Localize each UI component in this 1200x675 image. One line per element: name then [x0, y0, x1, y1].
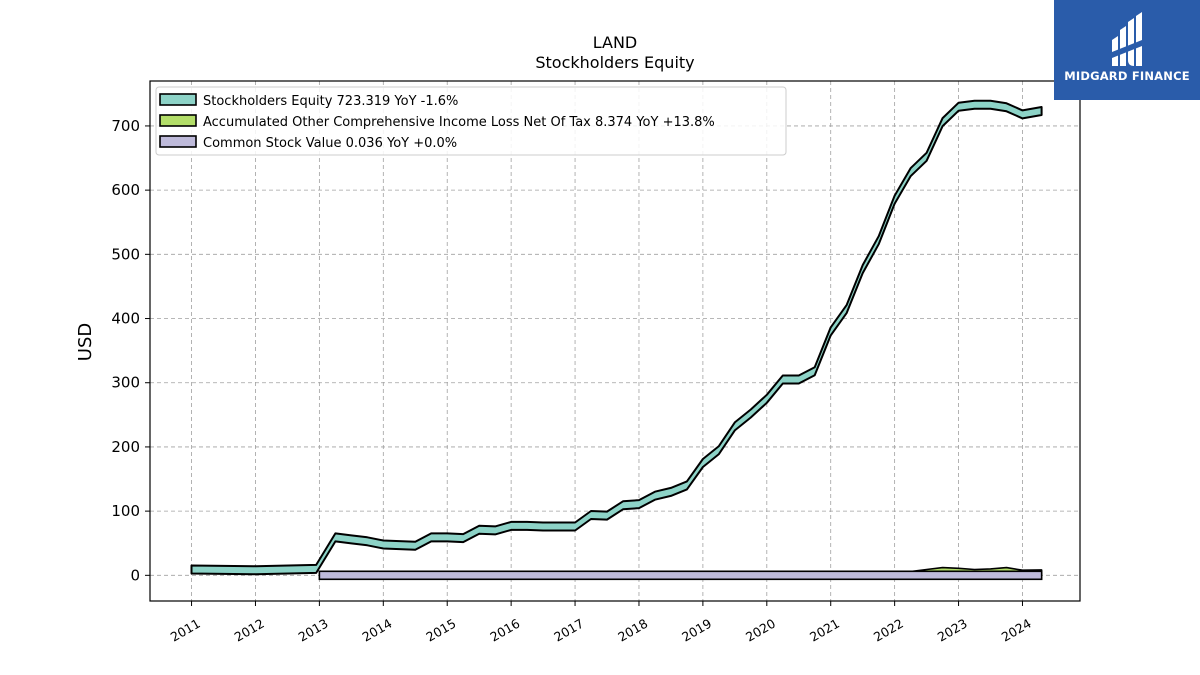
midgard-logo-icon [1054, 0, 1200, 100]
y-tick-label: 400 [111, 310, 140, 328]
x-tick-label: 2014 [360, 616, 395, 645]
y-tick-label: 0 [130, 566, 140, 584]
y-axis: 0 100 200 300 400 500 600 700 [111, 117, 150, 584]
y-tick-label: 600 [111, 181, 140, 199]
x-tick-label: 2019 [679, 616, 714, 645]
chart-title: LAND [593, 33, 638, 52]
grid [150, 81, 1080, 601]
y-tick-label: 200 [111, 438, 140, 456]
chart-subtitle: Stockholders Equity [535, 53, 694, 72]
legend-swatch-2 [159, 135, 197, 148]
x-tick-label: 2017 [551, 616, 586, 645]
plot-areas [190, 99, 1043, 581]
y-tick-label: 700 [111, 117, 140, 135]
legend: Stockholders Equity 723.319 YoY -1.6% Acc… [155, 86, 787, 156]
x-tick-label: 2023 [935, 616, 970, 645]
y-tick-label: 100 [111, 502, 140, 520]
x-tick-label: 2022 [871, 616, 906, 645]
x-tick-label: 2021 [807, 616, 842, 645]
y-axis-label: USD [75, 323, 96, 361]
x-tick-label: 2016 [487, 616, 522, 645]
x-tick-label: 2012 [232, 616, 267, 645]
y-tick-label: 300 [111, 374, 140, 392]
series-2-area [318, 570, 1043, 581]
y-tick-label: 500 [111, 245, 140, 263]
legend-label-0: Stockholders Equity 723.319 YoY -1.6% [203, 94, 458, 109]
x-tick-label: 2020 [743, 616, 778, 645]
legend-box [155, 86, 787, 156]
legend-swatch-0 [159, 93, 197, 106]
logo-wordmark: MIDGARD FINANCE [1064, 69, 1190, 83]
x-tick-label: 2024 [999, 616, 1034, 645]
midgard-finance-logo: MIDGARD FINANCE [1054, 0, 1200, 100]
legend-swatch-1 [159, 114, 197, 127]
series-0-area [190, 99, 1043, 576]
x-tick-label: 2018 [615, 616, 650, 645]
x-tick-label: 2011 [168, 616, 203, 645]
legend-label-1: Accumulated Other Comprehensive Income L… [203, 115, 715, 130]
x-tick-label: 2015 [423, 616, 458, 645]
legend-label-2: Common Stock Value 0.036 YoY +0.0% [203, 136, 457, 151]
x-axis: 2011 2012 2013 2014 2015 2016 2017 2018 2019 2020… [168, 601, 1034, 645]
plot-frame [149, 80, 1081, 602]
x-tick-label: 2013 [296, 616, 331, 645]
